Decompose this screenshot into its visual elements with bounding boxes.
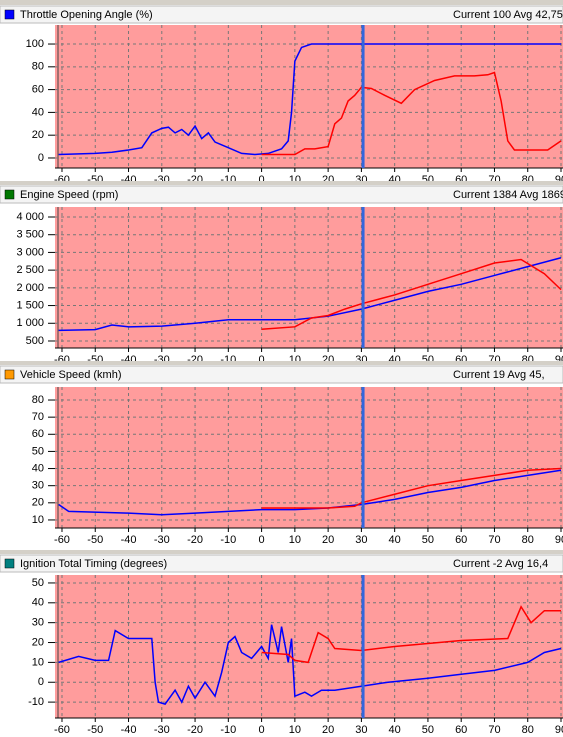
x-tick-label: 10 bbox=[289, 534, 301, 546]
x-tick-label: 90 bbox=[555, 174, 563, 186]
data-line bbox=[58, 624, 562, 705]
panel-title: Vehicle Speed (kmh) bbox=[20, 369, 122, 381]
panel-status: Current 100 Avg 42,75 bbox=[453, 9, 563, 21]
data-line bbox=[58, 469, 562, 516]
panel-header bbox=[0, 185, 563, 204]
x-tick-label: 60 bbox=[455, 724, 467, 736]
y-tick-label: 70 bbox=[32, 411, 44, 423]
y-tick-label: 30 bbox=[32, 480, 44, 492]
panel-title: Engine Speed (rpm) bbox=[20, 189, 118, 201]
x-tick-label: 40 bbox=[389, 724, 401, 736]
y-tick-label: 40 bbox=[32, 106, 44, 118]
y-tick-label: 80 bbox=[32, 61, 44, 73]
y-tick-label: 80 bbox=[32, 394, 44, 406]
panel-separator bbox=[0, 550, 563, 554]
x-tick-label: 70 bbox=[488, 724, 500, 736]
x-tick-label: 90 bbox=[555, 354, 563, 366]
x-tick-label: 60 bbox=[455, 534, 467, 546]
y-tick-label: -10 bbox=[28, 696, 44, 708]
x-tick-label: -30 bbox=[154, 724, 170, 736]
y-tick-label: 10 bbox=[32, 656, 44, 668]
x-tick-label: 50 bbox=[422, 724, 434, 736]
legend-square bbox=[4, 189, 15, 200]
plot-area bbox=[55, 387, 563, 528]
x-tick-label: -20 bbox=[187, 724, 203, 736]
y-tick-label: 20 bbox=[32, 497, 44, 509]
panel-header bbox=[0, 5, 563, 24]
x-tick-label: -50 bbox=[87, 724, 103, 736]
panel-status: Current 1384 Avg 1869,38 R bbox=[453, 189, 563, 201]
y-tick-label: 60 bbox=[32, 84, 44, 96]
y-tick-label: 40 bbox=[32, 597, 44, 609]
x-tick-label: 30 bbox=[355, 724, 367, 736]
x-tick-label: 20 bbox=[322, 724, 334, 736]
x-tick-label: 80 bbox=[522, 724, 534, 736]
y-tick-label: 4 000 bbox=[16, 211, 44, 223]
panel-title: Ignition Total Timing (degrees) bbox=[20, 558, 167, 570]
x-tick-label: -10 bbox=[220, 534, 236, 546]
y-tick-label: 20 bbox=[32, 636, 44, 648]
plot-area bbox=[55, 207, 563, 348]
y-tick-label: 30 bbox=[32, 617, 44, 629]
panel-status: Current -2 Avg 16,4 bbox=[453, 558, 548, 570]
x-tick-label: 40 bbox=[389, 534, 401, 546]
y-tick-label: 3 500 bbox=[16, 229, 44, 241]
x-tick-label: 10 bbox=[289, 724, 301, 736]
x-tick-label: -60 bbox=[54, 724, 70, 736]
y-tick-label: 50 bbox=[32, 445, 44, 457]
data-line bbox=[261, 605, 562, 664]
x-tick-label: -60 bbox=[54, 534, 70, 546]
y-tick-label: 20 bbox=[32, 129, 44, 141]
legend-square bbox=[4, 369, 15, 380]
data-line bbox=[58, 43, 562, 156]
y-tick-label: 500 bbox=[26, 335, 44, 347]
panel-separator bbox=[0, 181, 563, 185]
x-tick-label: 0 bbox=[259, 724, 265, 736]
x-tick-label: 30 bbox=[355, 534, 367, 546]
plot-area bbox=[55, 25, 563, 168]
y-tick-label: 50 bbox=[32, 577, 44, 589]
x-tick-label: 50 bbox=[422, 534, 434, 546]
x-tick-label: 0 bbox=[259, 174, 265, 186]
y-tick-label: 0 bbox=[38, 152, 44, 164]
x-tick-label: -30 bbox=[154, 534, 170, 546]
y-tick-label: 100 bbox=[26, 38, 44, 50]
data-line bbox=[261, 467, 562, 509]
y-tick-label: 0 bbox=[38, 676, 44, 688]
x-tick-label: -50 bbox=[87, 534, 103, 546]
data-line bbox=[261, 258, 562, 331]
data-line bbox=[58, 257, 562, 332]
x-tick-label: -40 bbox=[121, 534, 137, 546]
x-tick-label: 80 bbox=[522, 534, 534, 546]
y-tick-label: 2 500 bbox=[16, 264, 44, 276]
y-tick-label: 60 bbox=[32, 428, 44, 440]
x-tick-label: 90 bbox=[555, 534, 563, 546]
panel-separator bbox=[0, 361, 563, 365]
data-line bbox=[261, 71, 562, 156]
y-tick-label: 3 000 bbox=[16, 246, 44, 258]
y-tick-label: 2 000 bbox=[16, 282, 44, 294]
x-tick-label: 90 bbox=[555, 724, 563, 736]
panel-header bbox=[0, 554, 563, 573]
y-tick-label: 1 000 bbox=[16, 317, 44, 329]
x-tick-label: 0 bbox=[259, 354, 265, 366]
y-tick-label: 1 500 bbox=[16, 299, 44, 311]
y-tick-label: 40 bbox=[32, 462, 44, 474]
x-tick-label: -40 bbox=[121, 724, 137, 736]
plot-area bbox=[55, 575, 563, 718]
x-tick-label: -20 bbox=[187, 534, 203, 546]
legend-square bbox=[4, 9, 15, 20]
x-tick-label: 20 bbox=[322, 534, 334, 546]
panel-header bbox=[0, 365, 563, 384]
legend-square bbox=[4, 558, 15, 569]
y-tick-label: 10 bbox=[32, 514, 44, 526]
toolbar-strip bbox=[0, 0, 563, 5]
x-tick-label: 0 bbox=[259, 534, 265, 546]
panel-status: Current 19 Avg 45, bbox=[453, 369, 545, 381]
x-tick-label: -10 bbox=[220, 724, 236, 736]
panel-title: Throttle Opening Angle (%) bbox=[20, 9, 153, 21]
x-tick-label: 70 bbox=[488, 534, 500, 546]
